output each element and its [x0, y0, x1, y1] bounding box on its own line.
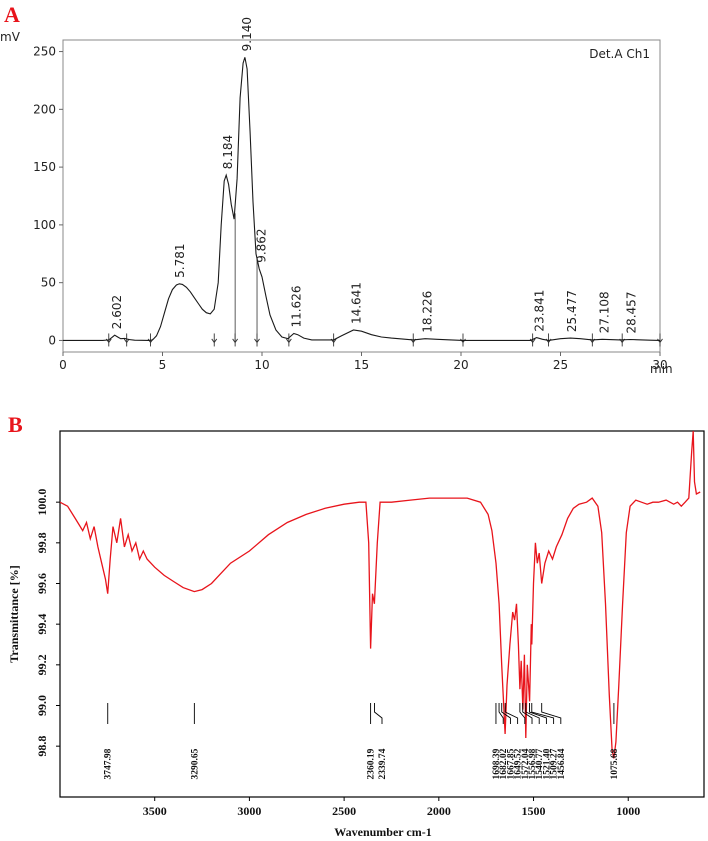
hplc-x-tick-label: 0	[59, 358, 67, 372]
hplc-x-tick-label: 5	[159, 358, 167, 372]
ir-peak-leader	[529, 703, 547, 724]
ir-x-tick-label: 1500	[522, 804, 546, 818]
ir-peak-leader	[522, 703, 533, 724]
hplc-x-tick-label: 25	[553, 358, 568, 372]
hplc-y-tick-label: 0	[48, 333, 56, 347]
ir-peak-label: 2360.19	[367, 748, 377, 779]
hplc-integration-arrow	[232, 338, 239, 344]
hplc-peak-label: 18.226	[421, 291, 435, 333]
ir-peak-label: 1649.52	[514, 748, 524, 779]
ir-peak-label: 1572.04	[521, 748, 531, 779]
ir-peak-label: 1667.85	[506, 748, 516, 779]
ir-x-tick-label: 3000	[237, 804, 261, 818]
hplc-peak-label: 2.602	[110, 295, 124, 329]
ir-y-axis-label: Transmittance [%]	[7, 565, 21, 662]
hplc-chromatogram: mV Det.A Ch1 min 0 5 10 15 20 25 30 0 50 100 150 20…	[0, 17, 673, 376]
panel-b-letter: B	[8, 412, 23, 437]
hplc-peak-label: 23.841	[532, 290, 546, 332]
ir-x-axis-label: Wavenumber cm-1	[334, 825, 431, 839]
ir-y-tick-label: 99.2	[35, 654, 49, 675]
ir-peak-label: 1521.40	[542, 748, 552, 779]
ir-peak-leader	[525, 703, 540, 724]
hplc-x-tick-label: 30	[652, 358, 667, 372]
hplc-y-tick-label: 50	[41, 276, 56, 290]
hplc-y-tick-label: 150	[33, 160, 56, 174]
ir-peak-leader	[498, 703, 504, 724]
ir-peak-label: 2339.74	[378, 748, 388, 779]
hplc-peak-label: 9.140	[240, 17, 254, 51]
hplc-peak-label: 11.626	[289, 286, 303, 328]
ir-spectrum: Wavenumber cm-1 Transmittance [%] 3500 30…	[7, 430, 705, 839]
ir-y-tick-label: 99.6	[35, 573, 49, 594]
hplc-y-tick-label: 250	[33, 45, 56, 59]
hplc-integration-arrow	[211, 338, 218, 344]
ir-y-tick-label: 98.8	[35, 736, 49, 757]
hplc-integration-arrow	[123, 338, 130, 344]
hplc-peak-label: 28.457	[624, 292, 638, 334]
hplc-x-tick-label: 20	[453, 358, 468, 372]
ir-y-tick-label: 100.0	[35, 489, 49, 516]
ir-peak-leader	[531, 703, 555, 724]
ir-x-tick-label: 1000	[616, 804, 640, 818]
hplc-y-tick-label: 100	[33, 218, 56, 232]
hplc-y-tick-label: 200	[33, 102, 56, 116]
ir-trace	[59, 430, 701, 759]
hplc-x-tick-label: 10	[254, 358, 269, 372]
ir-x-tick-label: 3500	[143, 804, 167, 818]
ir-peak-leader	[374, 703, 383, 724]
ir-x-tick-label: 2000	[427, 804, 451, 818]
ir-peak-label: 1698.39	[492, 748, 502, 779]
ir-peak-label: 3747.98	[104, 748, 114, 779]
hplc-x-tick-label: 15	[354, 358, 369, 372]
panel-a-letter: A	[4, 2, 20, 27]
ir-x-tick-label: 2500	[332, 804, 356, 818]
ir-peak-leader	[519, 703, 526, 724]
ir-peak-label: 1556.98	[528, 748, 538, 779]
hplc-peak-label: 9.862	[254, 228, 268, 262]
hplc-trace	[63, 57, 661, 341]
hplc-integration-arrow	[285, 338, 292, 344]
ir-peak-leader	[501, 703, 511, 724]
hplc-peak-label: 14.641	[349, 282, 363, 324]
ir-peak-leader	[504, 703, 519, 724]
ir-y-tick-label: 99.4	[35, 614, 49, 635]
hplc-x-axis-label: min	[650, 362, 673, 376]
ir-peak-label: 1509.27	[550, 748, 560, 779]
ir-peak-label: 1456.84	[557, 748, 567, 779]
hplc-peak-label: 27.108	[597, 291, 611, 333]
ir-plot-frame	[59, 430, 705, 798]
hplc-peak-label: 5.781	[173, 243, 187, 277]
ir-peak-label: 3290.65	[190, 748, 200, 779]
hplc-integration-arrow	[254, 338, 260, 344]
ir-y-tick-label: 99.8	[35, 532, 49, 553]
ir-y-tick-label: 99.0	[35, 695, 49, 716]
hplc-y-axis-label: mV	[0, 30, 21, 44]
ir-peak-leader	[541, 703, 562, 724]
ir-peak-label: 1075.68	[610, 748, 620, 779]
ir-peak-label: 1682.02	[499, 748, 509, 779]
hplc-peak-label: 25.477	[565, 290, 579, 332]
ir-peak-label: 1540.77	[535, 748, 545, 779]
hplc-peak-label: 8.184	[221, 135, 235, 169]
hplc-legend: Det.A Ch1	[589, 47, 650, 61]
